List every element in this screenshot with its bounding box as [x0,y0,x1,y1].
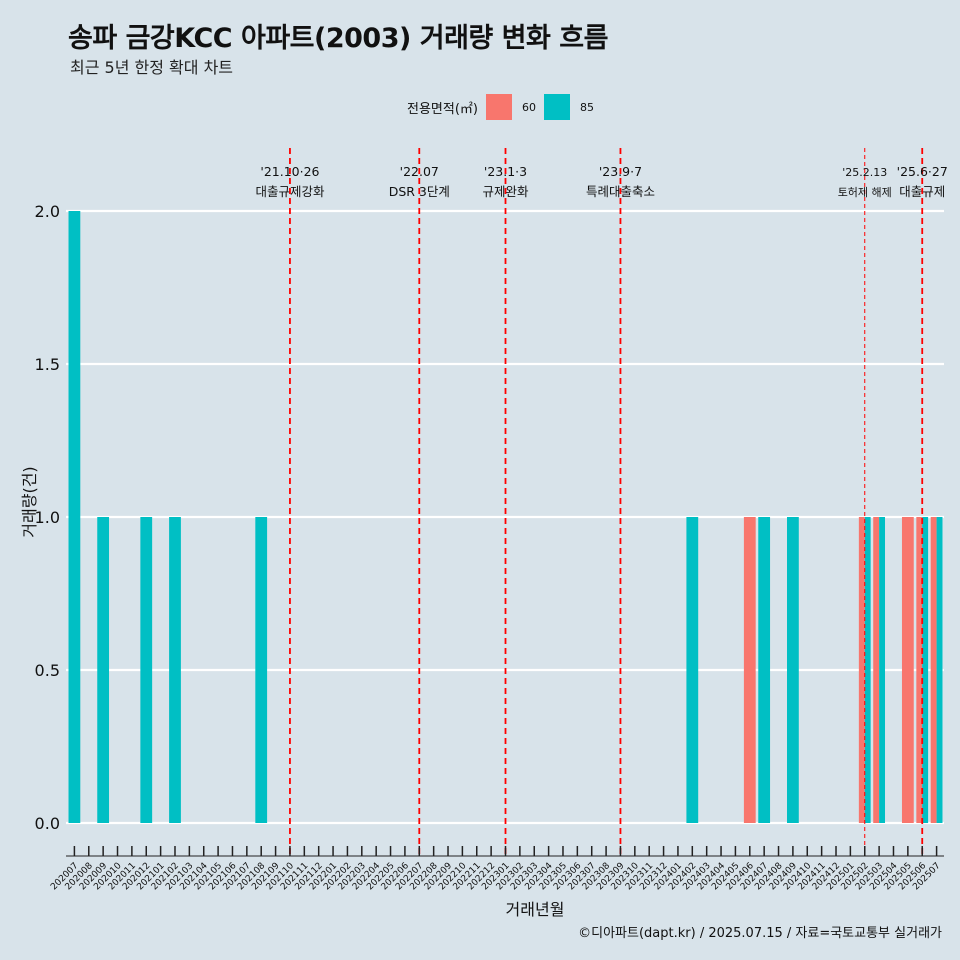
annotation-label-202207: DSR 3단계 [389,184,450,199]
bar-85-202012 [140,517,153,823]
annotation-label-202506: 대출규제 [899,184,945,199]
chart-subtitle: 최근 5년 한정 확대 차트 [70,58,234,77]
chart-title: 송파 금강KCC 아파트(2003) 거래량 변화 흐름 [68,23,608,54]
y-tick-label: 0.0 [35,814,60,833]
source-caption: ©디아파트(dapt.kr) / 2025.07.15 / 자료=국토교통부 실… [578,926,942,941]
bar-85-202409 [787,517,799,823]
legend-label-85: 85 [579,100,594,114]
annotation-date-202110: '21.10·26 [260,164,319,179]
bar-60-202506 [916,517,923,823]
bar-85-202502 [864,517,871,823]
legend-label-60: 60 [521,100,536,114]
annotation-date-202301: '23.1·3 [484,164,527,179]
y-tick-label: 0.5 [35,661,60,680]
bar-85-202407 [758,517,771,823]
bar-85-202009 [97,517,110,823]
annotation-date-202502: '25.2.13 [842,166,887,179]
legend-item-60: 60 [485,94,536,120]
legend-item-85: 85 [543,94,594,120]
bar-60-202502 [858,517,865,823]
y-tick-label: 1.5 [35,355,60,374]
y-tick-label: 1.0 [35,508,60,527]
annotation-label-202301: 규제완화 [482,184,529,199]
bar-85-202402 [686,517,699,823]
annotation-label-202309: 특례대출축소 [586,184,655,199]
bar-60-202505 [901,517,914,823]
bar-85-202108 [255,517,268,823]
annotation-date-202207: '22.07 [400,164,439,179]
bar-85-202507 [936,517,943,823]
legend-swatch-60 [485,94,512,120]
legend: 전용면적(㎡) 60 85 [407,93,602,121]
bar-60-202507 [930,517,937,823]
bar-85-202506 [922,517,929,823]
annotation-date-202309: '23.9·7 [599,164,642,179]
legend-title: 전용면적(㎡) [407,101,478,117]
y-tick-label: 2.0 [35,202,60,221]
bar-85-202503 [879,517,886,823]
bar-85-202007 [68,211,81,823]
bar-85-202102 [169,517,181,823]
bar-60-202503 [873,517,880,823]
x-axis-title: 거래년월 [506,900,565,919]
y-axis-title: 거래량(건) [20,466,39,537]
legend-swatch-85 [543,94,570,120]
annotation-date-202506: '25.6·27 [897,164,948,179]
annotation-label-202502: 토허제 해제 [838,185,892,199]
annotation-label-202110: 대출규제강화 [255,184,325,199]
bar-60-202406 [743,517,756,823]
